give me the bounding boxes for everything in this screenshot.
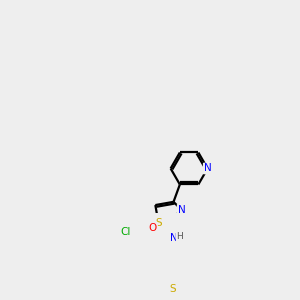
Text: Cl: Cl [120, 227, 131, 237]
Text: O: O [149, 223, 157, 232]
Text: H: H [177, 232, 183, 241]
Text: N: N [204, 164, 212, 173]
Text: N: N [170, 233, 177, 243]
Text: S: S [170, 284, 176, 294]
Text: S: S [155, 218, 162, 228]
Text: N: N [178, 205, 185, 215]
